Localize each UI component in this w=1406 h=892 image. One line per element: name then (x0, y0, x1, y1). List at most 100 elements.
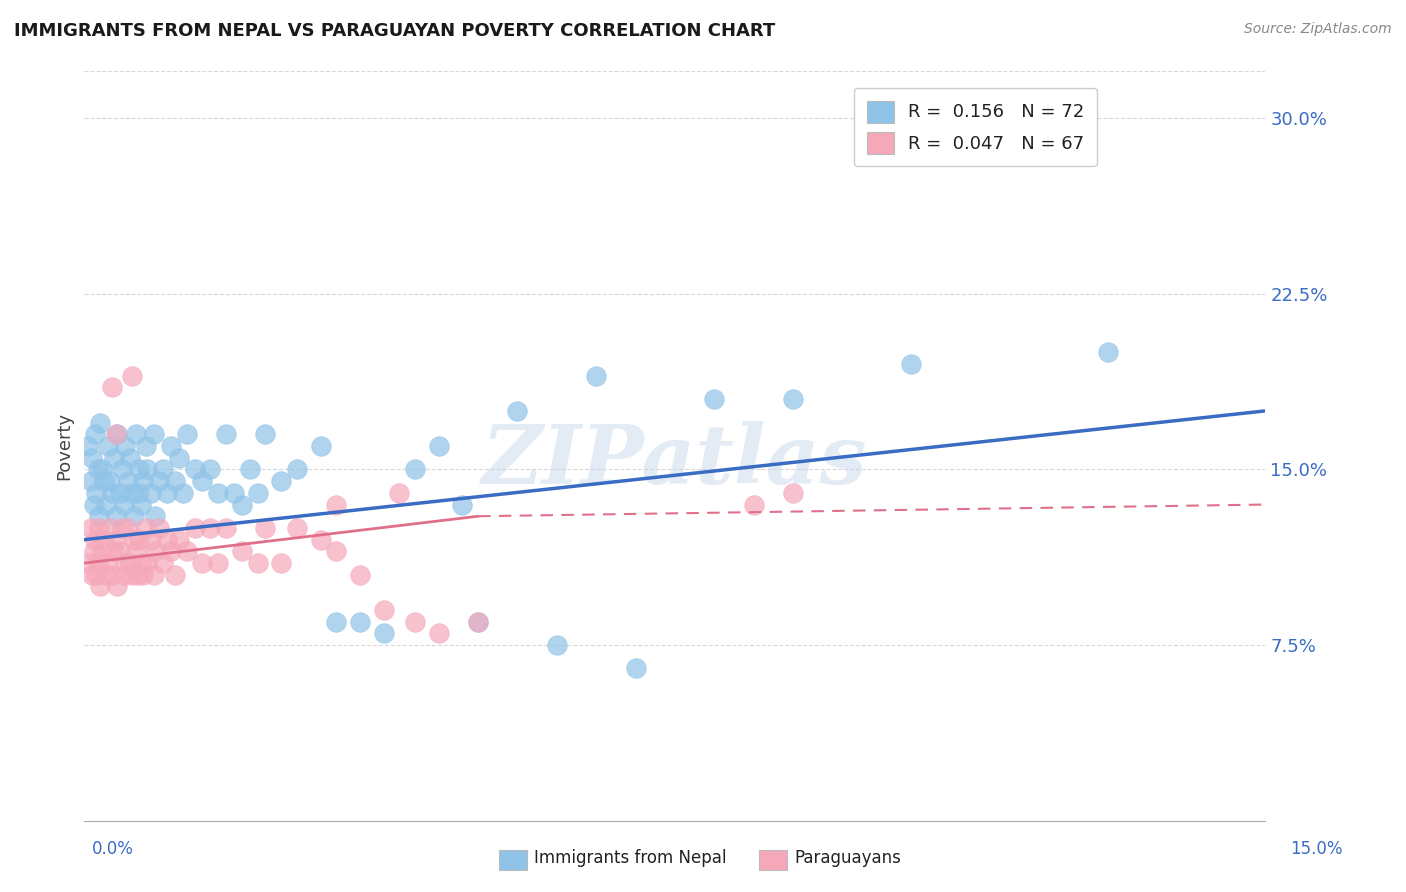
Point (467, 615, 489, 629)
Point (79, 474, 101, 488)
Point (90, 462, 112, 476)
Point (128, 462, 150, 476)
Point (325, 544, 347, 558)
Point (104, 533, 127, 547)
Point (101, 567, 124, 582)
Point (325, 615, 347, 629)
Point (127, 485, 149, 500)
Text: ZIPatlas: ZIPatlas (482, 421, 868, 501)
Point (373, 603, 395, 617)
Point (87, 509, 110, 524)
Point (246, 485, 269, 500)
Point (101, 380, 124, 394)
Point (87, 521, 110, 535)
Point (108, 544, 131, 558)
Point (270, 556, 292, 570)
Point (77, 556, 100, 570)
Point (172, 485, 194, 500)
Point (107, 427, 129, 442)
Point (87, 462, 110, 476)
Point (176, 544, 198, 558)
Point (183, 521, 205, 535)
Point (84, 567, 107, 582)
Point (108, 485, 131, 500)
Point (77, 439, 100, 453)
Point (129, 498, 152, 512)
Point (506, 404, 529, 418)
Point (111, 462, 134, 476)
Point (427, 439, 450, 453)
Point (624, 661, 647, 675)
Point (309, 533, 332, 547)
Point (121, 567, 143, 582)
Point (141, 485, 163, 500)
Point (128, 533, 150, 547)
Point (207, 556, 229, 570)
Point (121, 368, 143, 383)
Point (117, 474, 139, 488)
Point (152, 462, 174, 476)
Point (373, 626, 395, 640)
Point (132, 567, 155, 582)
Point (107, 580, 129, 594)
Point (148, 521, 170, 535)
Point (93, 474, 115, 488)
Point (200, 462, 222, 476)
Point (124, 427, 146, 442)
Point (129, 556, 152, 570)
Point (114, 439, 136, 453)
Point (103, 450, 125, 465)
Point (104, 509, 127, 524)
Point (183, 462, 205, 476)
Point (87, 556, 110, 570)
Point (191, 556, 214, 570)
Point (79, 521, 101, 535)
Point (118, 450, 141, 465)
Point (191, 474, 214, 488)
Point (163, 567, 186, 582)
Point (239, 462, 262, 476)
Point (127, 567, 149, 582)
Point (254, 427, 277, 442)
Point (200, 521, 222, 535)
Point (83, 544, 105, 558)
Point (83, 427, 105, 442)
Point (111, 521, 134, 535)
Point (325, 498, 347, 512)
Point (254, 521, 277, 535)
Point (97, 439, 120, 453)
Text: Immigrants from Nepal: Immigrants from Nepal (534, 849, 727, 867)
Point (285, 462, 308, 476)
Point (117, 521, 139, 535)
Point (285, 521, 308, 535)
Point (96, 567, 118, 582)
Point (83, 533, 105, 547)
Point (207, 485, 229, 500)
Point (546, 638, 568, 652)
Point (97, 556, 120, 570)
Point (427, 626, 450, 640)
Point (585, 368, 607, 383)
Point (160, 544, 183, 558)
Text: IMMIGRANTS FROM NEPAL VS PARAGUAYAN POVERTY CORRELATION CHART: IMMIGRANTS FROM NEPAL VS PARAGUAYAN POVE… (14, 22, 775, 40)
Point (782, 485, 804, 500)
Point (93, 533, 115, 547)
Point (112, 498, 135, 512)
Point (349, 567, 371, 582)
Point (349, 615, 371, 629)
Point (1097, 345, 1119, 359)
Point (742, 498, 765, 512)
Point (103, 544, 125, 558)
Point (89, 580, 111, 594)
Point (215, 521, 238, 535)
Point (114, 556, 136, 570)
Point (156, 533, 179, 547)
Y-axis label: Poverty: Poverty (55, 412, 73, 480)
Point (167, 533, 190, 547)
Point (404, 462, 426, 476)
Point (156, 485, 179, 500)
Point (84, 485, 107, 500)
Point (122, 533, 145, 547)
Point (132, 474, 155, 488)
Point (141, 533, 163, 547)
